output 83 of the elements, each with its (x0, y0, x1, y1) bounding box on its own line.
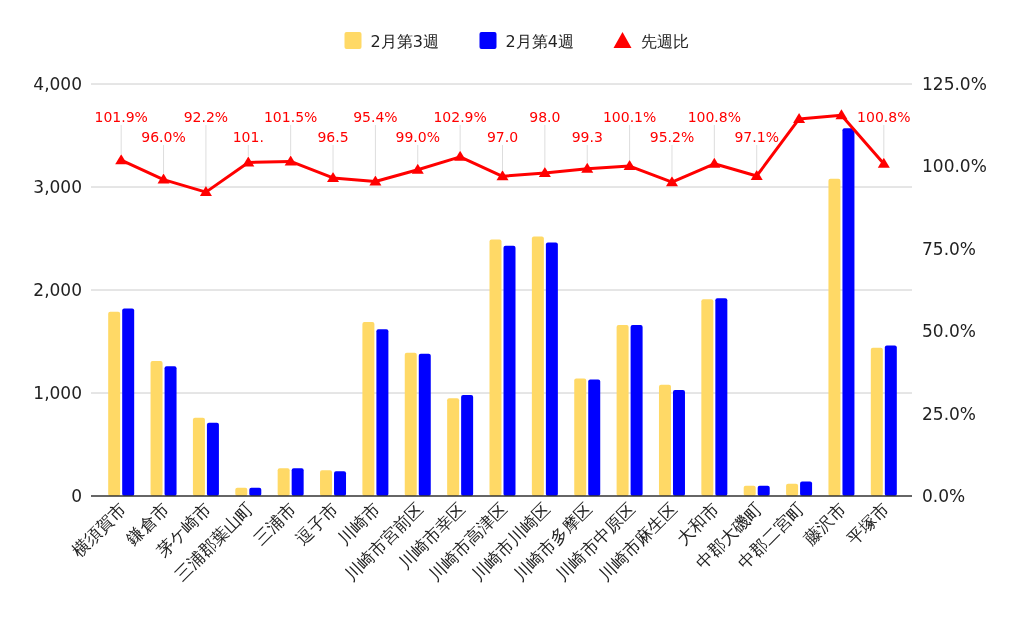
point (835, 109, 848, 120)
bar (870, 347, 883, 496)
bar (672, 389, 685, 496)
point (157, 173, 170, 184)
point (115, 154, 128, 165)
legend-label: 2月第3週 (370, 32, 439, 51)
y2-tick-label: 125.0% (922, 74, 987, 94)
y-tick-label: 1,000 (33, 383, 82, 403)
data-label: 97.1% (734, 129, 779, 145)
bar (404, 352, 417, 496)
bar (320, 470, 333, 496)
bar (574, 378, 587, 496)
point (369, 175, 382, 186)
bar (334, 471, 347, 496)
bar (658, 384, 671, 496)
y-tick-label: 4,000 (33, 74, 82, 94)
bar (489, 239, 502, 496)
point (327, 171, 340, 182)
data-label: 96.5 (317, 129, 349, 145)
bar (362, 321, 375, 496)
bar (418, 353, 431, 496)
point (708, 157, 721, 168)
data-label: 95.2% (649, 129, 695, 145)
data-label: 99.0% (395, 129, 441, 145)
data-label: 95.4% (353, 109, 398, 125)
point (877, 157, 890, 168)
legend-label: 2月第4週 (505, 32, 574, 51)
point (623, 160, 636, 171)
data-label: 92.2% (183, 109, 229, 125)
data-label: 102.9% (433, 109, 487, 125)
bar (545, 242, 558, 496)
data-label: 100.8% (687, 109, 742, 125)
bar (108, 311, 121, 496)
bar (588, 379, 601, 496)
bar (164, 366, 177, 496)
point (750, 169, 763, 180)
data-label: 97.0 (486, 129, 519, 145)
bar (715, 298, 728, 496)
point (538, 166, 551, 177)
bar (206, 422, 219, 496)
data-label: 99.3 (571, 129, 603, 145)
bar (447, 398, 460, 496)
data-label: 100.8% (857, 109, 911, 125)
y-tick-label: 2,000 (33, 280, 82, 300)
bar (192, 417, 205, 496)
y2-tick-label: 25.0% (922, 403, 977, 424)
data-label: 100.1% (602, 109, 657, 125)
data-label: 101.5% (263, 109, 318, 125)
bar (828, 178, 841, 496)
bar (461, 395, 474, 496)
y2-tick-label: 100.0% (922, 156, 987, 177)
bar (150, 361, 163, 496)
y-tick-label: 3,000 (33, 177, 82, 197)
bar (616, 325, 629, 496)
point (581, 162, 594, 173)
point (496, 170, 509, 181)
bar (842, 128, 855, 496)
bar (277, 468, 290, 496)
data-label: 101.9% (94, 109, 148, 125)
point (199, 186, 212, 197)
y2-tick-label: 0.0% (922, 486, 966, 506)
y2-tick-label: 75.0% (922, 238, 977, 259)
bar (503, 245, 516, 496)
bar (884, 345, 897, 496)
y-tick-label: 0 (71, 486, 82, 506)
bar (701, 299, 714, 496)
y2-tick-label: 50.0% (922, 321, 977, 342)
bar (376, 329, 389, 496)
bar (291, 468, 304, 496)
point (793, 112, 806, 123)
legend-label: 先週比 (640, 32, 689, 51)
data-label: 98.0 (529, 109, 561, 125)
data-label: 96.0% (141, 129, 186, 145)
point (454, 150, 467, 161)
bar (531, 236, 544, 496)
point (411, 163, 424, 174)
data-label: 101. (232, 129, 264, 145)
bar (800, 481, 813, 496)
point (284, 155, 297, 166)
bar (630, 325, 643, 496)
point (665, 176, 678, 187)
point (242, 156, 255, 167)
bar (122, 308, 135, 496)
